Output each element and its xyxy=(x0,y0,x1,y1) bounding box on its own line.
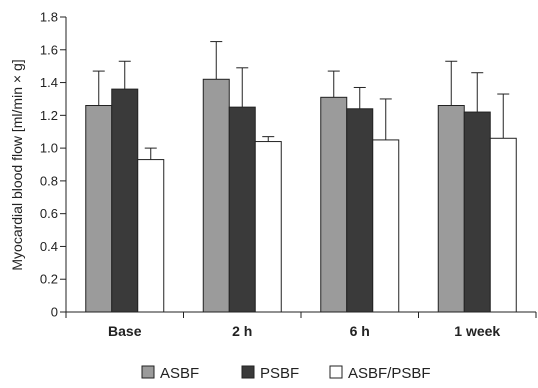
bar-psbf-3 xyxy=(463,111,491,313)
legend: ASBF PSBF ASBF/PSBF xyxy=(141,365,431,382)
bar-psbf-0 xyxy=(111,88,139,313)
y-tick-label-0: 0 xyxy=(51,305,58,320)
y-tick-label-5: 1.0 xyxy=(40,141,58,156)
bar-asbf-psbf-1 xyxy=(254,141,282,313)
plot-area: 0 0.2 0.4 0.6 0.8 1.0 1.2 1.4 1.6 1.8 Base 2 h 6 h 1 … xyxy=(40,10,537,339)
y-tick-label-2: 0.4 xyxy=(40,239,58,254)
bar-asbf-2 xyxy=(320,96,348,313)
y-tick-label-3: 0.6 xyxy=(40,206,58,221)
bar-asbf-3 xyxy=(437,105,465,313)
x-tick-label-2: 6 h xyxy=(350,323,370,339)
y-axis-label: Myocardial blood flow [ml/min × g] xyxy=(9,59,25,270)
legend-label-2: ASBF/PSBF xyxy=(348,365,431,382)
x-tick-label-3: 1 week xyxy=(454,323,500,339)
y-tick-label-1: 0.2 xyxy=(40,272,58,287)
y-tick-label-4: 0.8 xyxy=(40,173,58,188)
legend-label-0: ASBF xyxy=(160,365,199,382)
y-tick-label-7: 1.4 xyxy=(40,75,58,90)
y-tick-label-8: 1.6 xyxy=(40,42,58,57)
x-tick-label-0: Base xyxy=(108,323,142,339)
legend-swatch-2 xyxy=(329,365,343,379)
bar-asbf-0 xyxy=(85,105,113,313)
bar-asbf-psbf-2 xyxy=(372,139,400,313)
y-tick-label-9: 1.8 xyxy=(40,10,58,25)
bar-asbf-psbf-0 xyxy=(137,159,165,313)
bar-asbf-psbf-3 xyxy=(489,137,517,313)
legend-swatch-0 xyxy=(141,365,155,379)
legend-swatch-1 xyxy=(241,365,255,379)
legend-label-1: PSBF xyxy=(260,365,299,382)
y-tick-label-6: 1.2 xyxy=(40,108,58,123)
bar-psbf-1 xyxy=(228,106,256,313)
x-tick-label-1: 2 h xyxy=(232,323,252,339)
bar-asbf-1 xyxy=(202,78,230,313)
bar-psbf-2 xyxy=(346,108,374,313)
